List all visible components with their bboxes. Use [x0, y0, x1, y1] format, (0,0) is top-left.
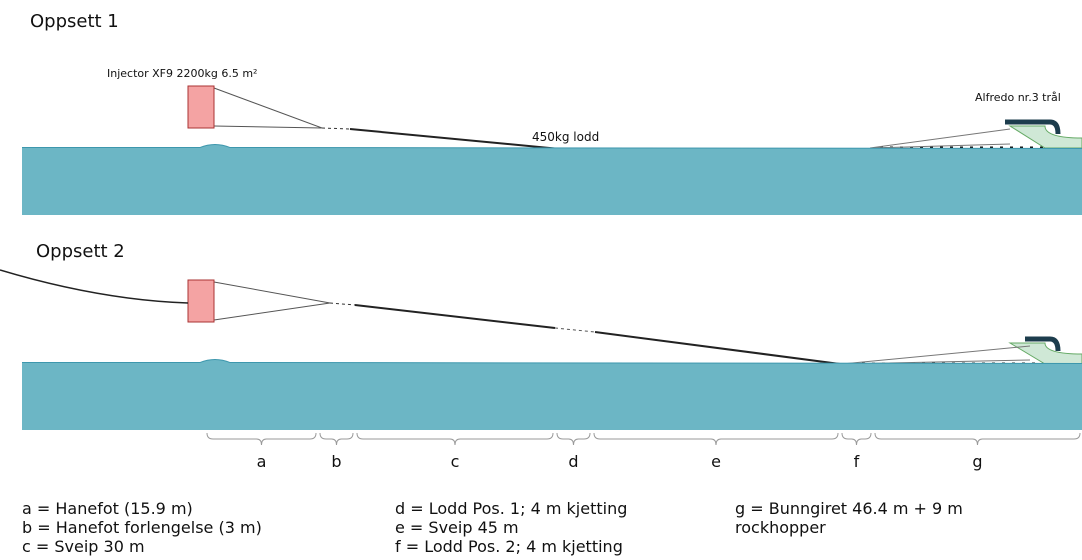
- diagram: g f e d c b a Oppsett 1 Injector XF9 2200kg 6.…: [0, 11, 1082, 471]
- sweep-lines: [869, 128, 1011, 149]
- warp: [0, 269, 189, 304]
- seabed: [22, 145, 1082, 215]
- brace: [319, 432, 354, 446]
- segment-label: a: [257, 452, 267, 471]
- brace: [593, 432, 839, 446]
- legend-item: c = Sveip 30 m: [22, 537, 145, 556]
- door-label: Injector XF9 2200kg 6.5 m²: [107, 67, 257, 80]
- door: [187, 279, 215, 323]
- setup-title: Oppsett 1: [30, 11, 119, 32]
- legend-item: a = Hanefot (15.9 m): [22, 499, 193, 518]
- brace: [874, 432, 1081, 446]
- segment-label: c: [451, 452, 460, 471]
- brace: [841, 432, 872, 446]
- segment-label: b: [331, 452, 341, 471]
- weight-label: 450kg lodd: [532, 130, 599, 144]
- legend-item: d = Lodd Pos. 1; 4 m kjetting: [395, 499, 628, 518]
- brace: [556, 432, 591, 446]
- brace: [206, 432, 317, 446]
- segment-label: e: [711, 452, 721, 471]
- door: [187, 85, 215, 129]
- segment-label: d: [568, 452, 578, 471]
- seabed: [22, 360, 1082, 430]
- net: [1008, 342, 1082, 365]
- chain: [554, 327, 596, 333]
- legend-item: f = Lodd Pos. 2; 4 m kjetting: [395, 537, 623, 556]
- legend-item: e = Sveip 45 m: [395, 518, 519, 537]
- sweep: [354, 304, 841, 365]
- bridles: [213, 87, 323, 129]
- segment-label: f: [854, 452, 860, 471]
- net: [1008, 125, 1082, 149]
- extension: [329, 302, 356, 306]
- headline: [1005, 119, 1061, 135]
- setup-title: Oppsett 2: [36, 241, 125, 262]
- trawl-label: Alfredo nr.3 trål: [975, 91, 1061, 104]
- segment-label: g: [972, 452, 982, 471]
- legend-item: g = Bunngiret 46.4 m + 9 m rockhopper: [735, 499, 963, 537]
- brace: [356, 432, 554, 446]
- legend-item: b = Hanefot forlengelse (3 m): [22, 518, 262, 537]
- extension: [321, 127, 351, 130]
- sweep-lines: [841, 345, 1031, 365]
- bridles: [213, 281, 331, 321]
- headline: [1025, 336, 1061, 352]
